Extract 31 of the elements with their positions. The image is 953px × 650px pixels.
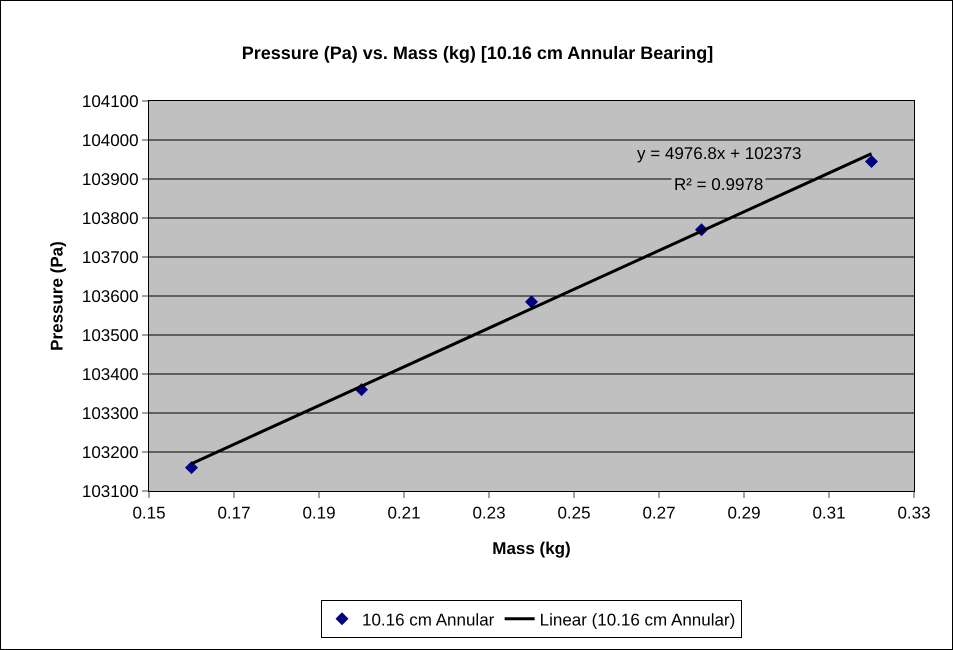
y-tick-label: 103500 [82, 326, 139, 345]
point [185, 461, 198, 474]
x-tick-label: 0.31 [812, 503, 846, 522]
legend-label: 10.16 cm Annular [362, 610, 495, 630]
x-axis-title: Mass (kg) [492, 538, 571, 558]
point [525, 295, 538, 308]
x-tick-label: 0.19 [302, 503, 336, 522]
x-tick-label: 0.27 [642, 503, 676, 522]
chart-title: Pressure (Pa) vs. Mass (kg) [10.16 cm Annular Bearing] [242, 43, 714, 64]
y-tick-label: 103400 [82, 364, 139, 384]
legend-label: Linear (10.16 cm Annular) [540, 610, 736, 630]
y-tick-label: 103700 [82, 248, 139, 267]
y-tick-label: 103200 [82, 442, 139, 462]
y-axis-title: Pressure (Pa) [47, 241, 66, 351]
x-tick-label: 0.17 [217, 503, 251, 522]
x-tick-label: 0.33 [897, 503, 931, 522]
point [865, 154, 878, 168]
x-tick-label: 0.25 [557, 503, 591, 522]
y-tick-label: 103100 [82, 482, 139, 501]
y-tick-label: 103900 [82, 170, 139, 189]
x-tick-label: 0.21 [387, 503, 421, 522]
x-tick-label: 0.23 [472, 503, 506, 522]
annotation: R² = 0.9978 [674, 175, 764, 194]
y-tick-label: 104100 [82, 92, 139, 111]
x-tick-label: 0.29 [727, 503, 761, 522]
x-tick-label: 0.15 [132, 503, 166, 522]
y-tick-label: 104000 [82, 130, 139, 150]
y-tick-label: 103800 [82, 208, 139, 228]
y-tick-label: 103300 [82, 404, 139, 423]
annotation: y = 4976.8x + 102373 [637, 144, 802, 163]
y-tick-label: 103600 [82, 286, 139, 306]
